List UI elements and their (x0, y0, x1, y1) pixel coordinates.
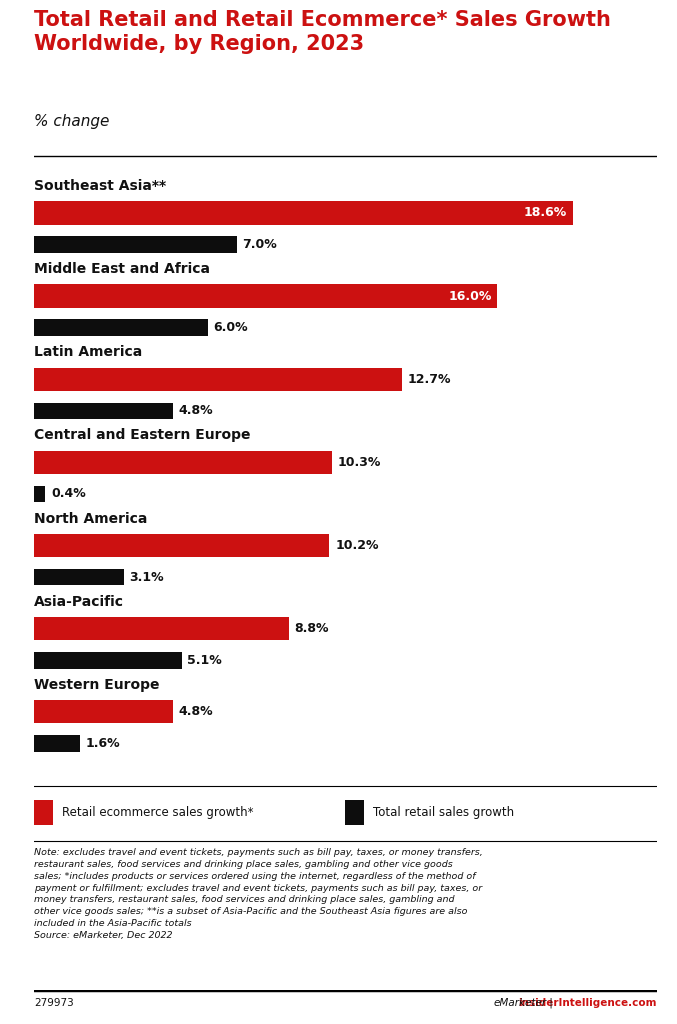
Text: Western Europe: Western Europe (34, 678, 159, 692)
Bar (34, 652, 181, 669)
Text: 10.2%: 10.2% (335, 539, 378, 552)
Text: 0.4%: 0.4% (51, 487, 86, 501)
Text: |: | (546, 997, 556, 1009)
Text: 16.0%: 16.0% (448, 290, 492, 302)
Text: 1.6%: 1.6% (86, 737, 121, 750)
Text: Southeast Asia**: Southeast Asia** (34, 179, 166, 193)
Text: eMarketer: eMarketer (494, 998, 547, 1008)
Text: Asia-Pacific: Asia-Pacific (34, 595, 124, 608)
Text: North America: North America (34, 512, 147, 525)
Text: 4.8%: 4.8% (179, 404, 213, 418)
Text: 7.0%: 7.0% (242, 238, 277, 251)
Text: 3.1%: 3.1% (129, 570, 164, 584)
Text: 6.0%: 6.0% (213, 322, 248, 334)
Bar (34, 202, 573, 224)
Text: Latin America: Latin America (34, 345, 142, 359)
Text: 4.8%: 4.8% (179, 706, 213, 719)
Bar (34, 485, 45, 503)
Text: 18.6%: 18.6% (523, 207, 567, 219)
Bar (34, 800, 53, 824)
Text: 279973: 279973 (34, 998, 74, 1008)
Bar (34, 402, 173, 419)
Text: 8.8%: 8.8% (294, 623, 329, 635)
Bar (34, 700, 173, 724)
Text: insiderIntelligence.com: insiderIntelligence.com (518, 998, 657, 1008)
Bar (34, 735, 80, 752)
Bar (345, 800, 364, 824)
Bar (34, 285, 498, 307)
Text: Total Retail and Retail Ecommerce* Sales Growth
Worldwide, by Region, 2023: Total Retail and Retail Ecommerce* Sales… (34, 10, 611, 54)
Text: Total retail sales growth: Total retail sales growth (373, 806, 515, 819)
Bar (34, 451, 332, 474)
Bar (34, 237, 237, 253)
Bar (34, 617, 289, 640)
Text: Note: excludes travel and event tickets, payments such as bill pay, taxes, or mo: Note: excludes travel and event tickets,… (34, 848, 483, 940)
Text: Retail ecommerce sales growth*: Retail ecommerce sales growth* (62, 806, 253, 819)
Text: Central and Eastern Europe: Central and Eastern Europe (34, 428, 250, 442)
Text: 12.7%: 12.7% (408, 373, 451, 386)
Text: Middle East and Africa: Middle East and Africa (34, 262, 210, 276)
Bar (34, 319, 208, 336)
Text: 10.3%: 10.3% (338, 456, 381, 469)
Bar (34, 368, 401, 391)
Bar (34, 534, 329, 557)
Text: % change: % change (34, 115, 109, 129)
Bar (34, 568, 124, 586)
Text: 5.1%: 5.1% (188, 653, 222, 667)
